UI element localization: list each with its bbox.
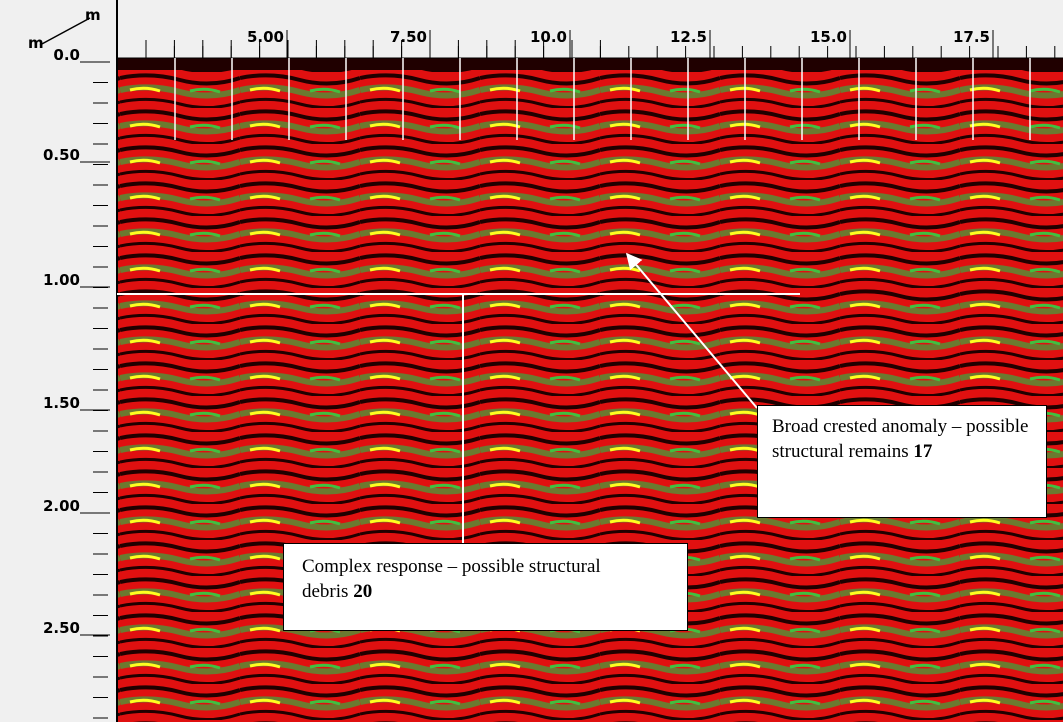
annotation-number: 20 bbox=[353, 581, 372, 602]
y-tick-label: 0.0 bbox=[53, 46, 80, 64]
annotation: Complex response – possible structural d… bbox=[283, 543, 688, 631]
annotation-number: 17 bbox=[913, 441, 932, 462]
annotation-text: Broad crested anomaly – possible structu… bbox=[772, 416, 1028, 462]
annotation: Broad crested anomaly – possible structu… bbox=[757, 405, 1047, 518]
y-tick-label: 1.50 bbox=[43, 394, 80, 412]
y-tick-label: 2.00 bbox=[43, 497, 80, 515]
annotation-text: Complex response – possible structural d… bbox=[302, 556, 601, 602]
y-tick-label: 2.50 bbox=[43, 619, 80, 637]
x-tick-label: 5.00 bbox=[247, 28, 284, 46]
y-tick-label: 1.00 bbox=[43, 271, 80, 289]
corner-divider bbox=[40, 18, 90, 45]
x-tick-label: 17.5 bbox=[953, 28, 990, 46]
x-tick-label: 10.0 bbox=[530, 28, 567, 46]
radargram-view: m m 5.00 7.50 10.0 12.5 15.0 17.5 0.0 0.50 1.00 1… bbox=[0, 0, 1063, 722]
surface-band bbox=[117, 58, 1063, 70]
x-tick-label: 15.0 bbox=[810, 28, 847, 46]
y-tick-label: 0.50 bbox=[43, 146, 80, 164]
x-unit: m bbox=[85, 6, 101, 24]
y-unit: m bbox=[28, 34, 44, 52]
x-tick-label: 7.50 bbox=[390, 28, 427, 46]
x-tick-label: 12.5 bbox=[670, 28, 707, 46]
